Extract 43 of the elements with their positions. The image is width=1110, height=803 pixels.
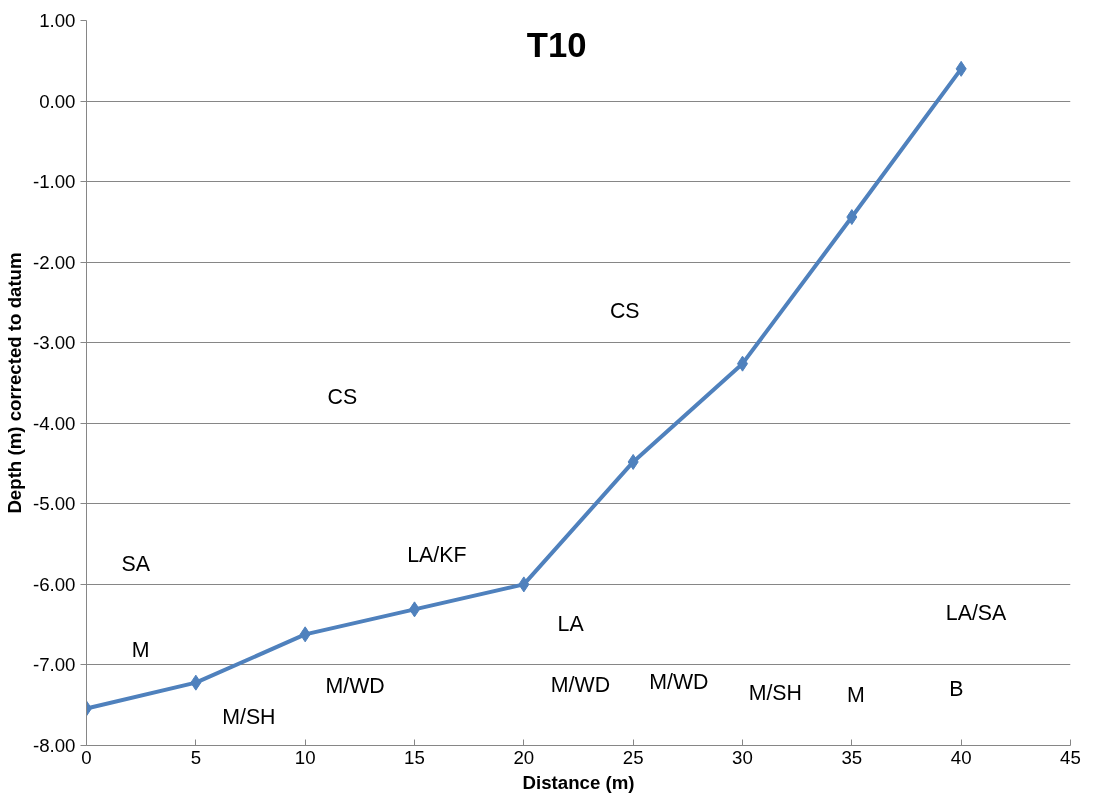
- point: [518, 576, 530, 593]
- annotation: M: [847, 682, 865, 707]
- point: [846, 209, 858, 226]
- x-tick-label: 30: [732, 746, 753, 768]
- annotation: M/WD: [325, 674, 385, 699]
- x-tick-label: 45: [1060, 746, 1081, 768]
- y-tick-label: -1.00: [32, 171, 76, 193]
- annotation: LA: [557, 611, 585, 636]
- y-tick-label: -5.00: [32, 493, 76, 515]
- x-tick-label: 5: [190, 746, 202, 768]
- annotation: M/SH: [748, 680, 802, 705]
- annotation: CS: [327, 384, 358, 409]
- x-tick-label: 35: [841, 746, 863, 768]
- point: [190, 674, 202, 691]
- annotation: M/WD: [550, 673, 611, 698]
- y-tick-label: -2.00: [32, 251, 76, 273]
- annotation: M: [131, 637, 150, 662]
- annotation: LA/SA: [945, 600, 1008, 625]
- x-tick-label: 40: [950, 746, 972, 768]
- y-tick-label: -3.00: [32, 332, 76, 354]
- annotation: M/SH: [222, 704, 276, 729]
- y-axis-title: Depth (m) corrected to datum: [3, 252, 25, 514]
- y-tick-label: 1.00: [39, 10, 76, 31]
- point: [299, 626, 311, 643]
- y-tick-label: -6.00: [32, 573, 76, 595]
- point: [955, 60, 967, 77]
- x-tick-label: 25: [622, 746, 644, 768]
- y-tick-label: -7.00: [32, 654, 76, 676]
- annotation: M/WD: [649, 670, 709, 695]
- chart-title: T10: [526, 25, 587, 64]
- annotation: CS: [609, 298, 640, 323]
- x-tick-label: 10: [294, 746, 316, 768]
- annotation: B: [949, 676, 964, 701]
- x-tick-label: 20: [513, 746, 535, 768]
- x-tick-label: 15: [404, 746, 425, 768]
- y-tick-label: -8.00: [32, 735, 76, 756]
- x-tick-label: 0: [81, 746, 92, 768]
- y-tick-label: 0.00: [39, 90, 76, 112]
- y-tick-label: -4.00: [32, 412, 76, 434]
- point: [627, 453, 639, 470]
- annotation: SA: [121, 552, 151, 577]
- annotation: LA/KF: [407, 542, 467, 567]
- x-axis-title: Distance (m): [522, 771, 635, 793]
